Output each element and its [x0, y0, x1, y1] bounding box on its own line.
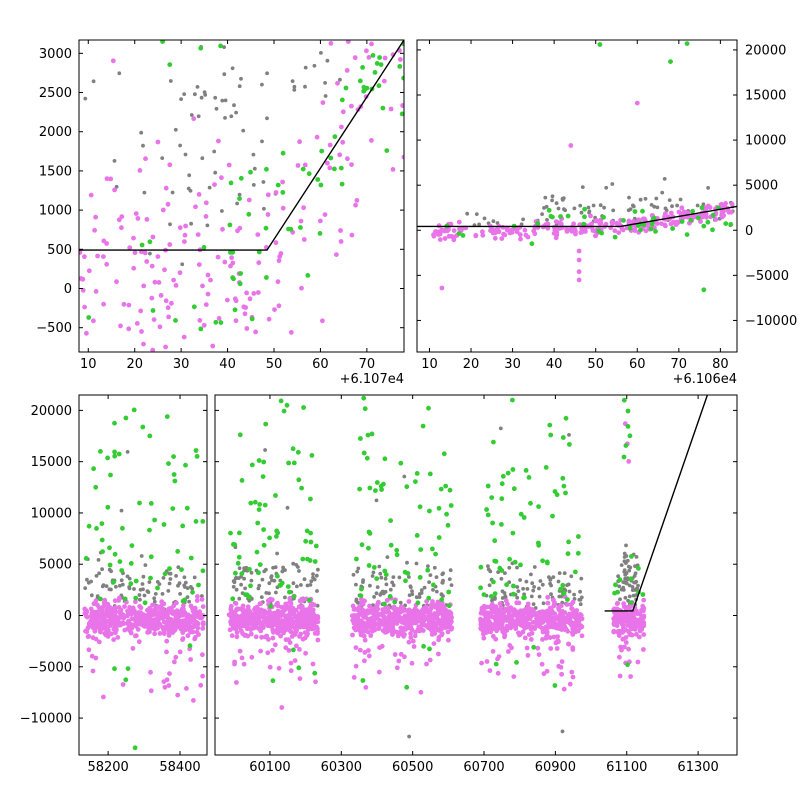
panel-bottom-right — [226, 395, 709, 739]
y-tick-label: 3000 — [39, 47, 72, 62]
x-tick-label: 20 — [463, 357, 480, 372]
y-tick-label: −10000 — [20, 712, 72, 727]
outlier-point — [668, 59, 673, 64]
x-tick-label: 80 — [712, 357, 729, 372]
y-tick-label: 0 — [64, 282, 72, 297]
y-tick-label: 5000 — [39, 558, 72, 573]
y-tick-label: 500 — [47, 243, 72, 258]
y-tick-label: −500 — [36, 321, 72, 336]
x-tick-label: 50 — [266, 357, 283, 372]
x-tick-label: 50 — [587, 357, 604, 372]
outlier-point — [160, 40, 165, 44]
outlier-point — [369, 41, 374, 47]
x-tick-label: 60700 — [463, 760, 504, 775]
x-tick-label: 60 — [629, 357, 646, 372]
y-tick-label: 5000 — [745, 179, 778, 194]
y-tick-label: 15000 — [31, 455, 72, 470]
y-tick-label: −10000 — [745, 314, 797, 329]
x-tick-label: 30 — [173, 357, 190, 372]
x-tick-label: 70 — [671, 357, 688, 372]
outlier-point — [439, 285, 445, 291]
x-tick-label: 10 — [421, 357, 438, 372]
model-fit-line — [604, 395, 709, 612]
outlier-point — [634, 100, 640, 106]
x-tick-label: 61100 — [606, 760, 647, 775]
model-fit-line — [79, 40, 404, 251]
outlier-point — [560, 729, 565, 734]
outlier-point — [684, 41, 690, 46]
x-tick-label: 58200 — [87, 760, 128, 775]
y-tick-label: 20000 — [745, 43, 786, 58]
x-tick-label: 58400 — [159, 760, 200, 775]
x-axis-offset-label: +6.107e4 — [340, 372, 404, 387]
x-tick-label: 60900 — [535, 760, 576, 775]
x-tick-label: 60300 — [321, 760, 362, 775]
outlier-point — [701, 287, 707, 293]
y-tick-label: 20000 — [31, 404, 72, 419]
x-tick-label: 10 — [80, 357, 97, 372]
y-tick-label: 10000 — [745, 134, 786, 149]
x-tick-label: 60500 — [392, 760, 433, 775]
x-axis-offset-label: +6.106e4 — [673, 372, 737, 387]
y-tick-label: 2500 — [39, 86, 72, 101]
outlier-point — [132, 745, 138, 751]
y-tick-label: −5000 — [745, 269, 789, 284]
y-tick-label: 2000 — [39, 125, 72, 140]
outlier-point — [597, 42, 603, 47]
x-tick-label: 40 — [219, 357, 236, 372]
x-tick-label: 60100 — [249, 760, 290, 775]
panel-bottom-left — [82, 407, 206, 751]
x-tick-label: 60 — [312, 357, 329, 372]
y-tick-label: 10000 — [31, 506, 72, 521]
panel-top-left — [79, 40, 404, 352]
y-tick-label: 1500 — [39, 164, 72, 179]
y-tick-label: 15000 — [745, 89, 786, 104]
axes-frame — [214, 394, 738, 756]
outlier-point — [576, 248, 582, 254]
x-tick-label: 70 — [359, 357, 376, 372]
panel-top-right — [417, 41, 737, 293]
y-tick-label: −5000 — [28, 660, 72, 675]
outlier-point — [625, 662, 630, 668]
y-tick-label: 1000 — [39, 204, 72, 219]
model-fit-line — [417, 205, 737, 228]
outlier-point — [407, 734, 411, 739]
x-tick-label: 20 — [126, 357, 143, 372]
outlier-point — [568, 143, 574, 148]
outlier-point — [576, 257, 582, 263]
axes-frame — [78, 39, 405, 353]
outlier-point — [576, 277, 582, 283]
axes-frame — [416, 39, 738, 353]
y-tick-label: 0 — [745, 224, 753, 239]
y-tick-label: 0 — [64, 609, 72, 624]
x-tick-label: 40 — [546, 357, 563, 372]
axes-frame — [78, 394, 208, 756]
x-tick-label: 30 — [504, 357, 521, 372]
outlier-point — [576, 269, 582, 275]
x-tick-label: 61300 — [677, 760, 718, 775]
outlier-point — [345, 40, 351, 44]
